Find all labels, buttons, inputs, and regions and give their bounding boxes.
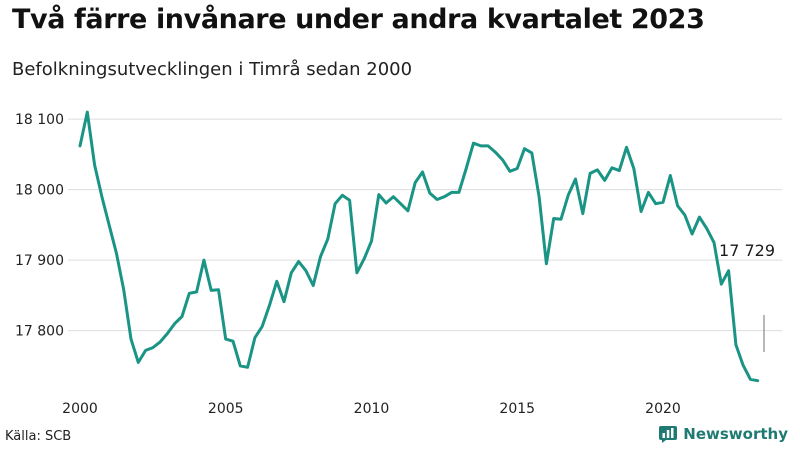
y-axis-ticks: 17 800 17 900 18 000 18 100	[15, 112, 64, 340]
y-tick-label: 18 100	[15, 112, 64, 128]
brand-name: Newsworthy	[683, 425, 788, 443]
grid-lines	[68, 118, 782, 332]
source-note: Källa: SCB	[5, 429, 72, 444]
last-value-label: 17 729	[719, 241, 775, 260]
series-line	[78, 110, 760, 383]
chart-title: Två färre invånare under andra kvartalet…	[12, 4, 705, 35]
y-tick-label: 17 900	[15, 253, 64, 269]
x-axis-ticks: 2000 2005 2010 2015 2020	[62, 401, 681, 417]
chart-subtitle: Befolkningsutvecklingen i Timrå sedan 20…	[12, 59, 413, 80]
x-tick-label: 2015	[499, 401, 535, 417]
brand-logo[interactable]: Newsworthy	[659, 425, 788, 443]
newsworthy-chart-icon	[659, 425, 678, 443]
y-tick-label: 17 800	[15, 324, 64, 340]
x-tick-label: 2005	[208, 401, 244, 417]
x-tick-label: 2000	[62, 401, 98, 417]
y-tick-label: 18 000	[15, 183, 64, 199]
annotations: 17 729	[719, 241, 775, 352]
x-tick-label: 2020	[645, 401, 681, 417]
x-tick-label: 2010	[354, 401, 390, 417]
series-population	[78, 110, 760, 383]
